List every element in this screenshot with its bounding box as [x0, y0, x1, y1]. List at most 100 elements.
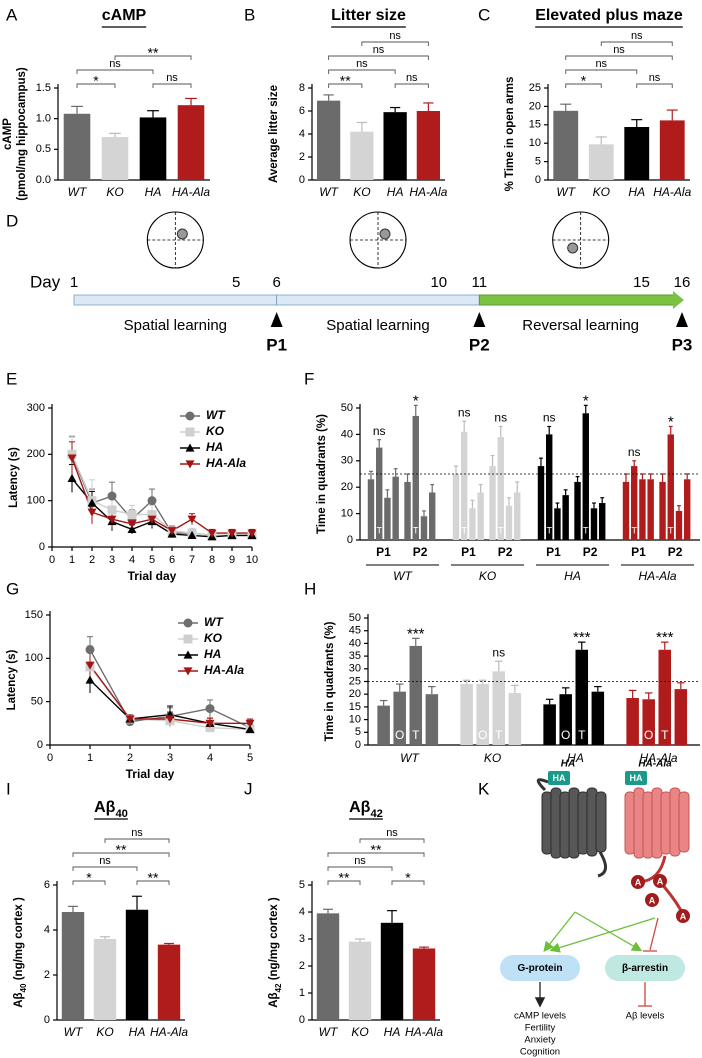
significance-label: ns: [166, 72, 178, 84]
subgroup-label: P2: [498, 545, 513, 559]
data-point: [107, 505, 117, 515]
x-tick-label: HA-Ala: [172, 185, 210, 199]
phase-label: Spatial learning: [124, 317, 227, 334]
phase-bar: [478, 294, 675, 306]
receptor-tail: [536, 778, 607, 878]
bar: [674, 689, 688, 745]
y-axis-label-part: 42: [274, 983, 283, 992]
bar-label: T: [461, 525, 467, 535]
bar: [590, 508, 598, 540]
x-tick-label: 0: [47, 752, 53, 764]
y-tick-label: 0: [39, 541, 45, 553]
significance-label: *: [413, 392, 419, 409]
receptor-label: HA: [561, 759, 575, 770]
data-point: [87, 508, 97, 517]
y-tick-label: 2: [299, 151, 305, 163]
x-tick-label: 9: [229, 554, 235, 566]
legend-marker: [183, 634, 193, 644]
bar-label: T: [661, 728, 669, 742]
y-tick-label: 0: [37, 739, 43, 751]
x-tick-label: 4: [129, 554, 135, 566]
y-tick-label: 50: [341, 402, 353, 414]
significance-label: **: [339, 870, 350, 886]
bar-label: T: [583, 525, 589, 535]
y-axis-label: Average litter size: [268, 85, 280, 183]
x-tick-label: 3: [167, 752, 173, 764]
y-axis-label-part: Aβ: [13, 992, 25, 1007]
output-label: Cognition: [520, 1047, 560, 1058]
output-label: Anxiety: [524, 1035, 555, 1046]
legend-marker: [185, 411, 195, 421]
subgroup-label: P1: [546, 545, 561, 559]
x-tick-label: WT: [556, 185, 576, 199]
group-label: HA: [567, 751, 584, 765]
ha-tag-label: HA: [630, 773, 643, 783]
panel-letter: K: [478, 779, 490, 798]
data-point: [205, 704, 215, 714]
bar-label: T: [668, 525, 674, 535]
bar: [642, 699, 655, 745]
y-tick-label: 4: [44, 924, 50, 936]
data-point: [205, 719, 215, 728]
y-tick-label: 25: [349, 675, 361, 687]
panel-letter: D: [6, 211, 18, 230]
panel-letter: J: [244, 779, 253, 798]
y-tick-label: 20: [349, 688, 361, 700]
data-point: [147, 510, 157, 520]
y-tick-label: 4: [299, 128, 305, 140]
y-tick-label: 20: [529, 100, 541, 112]
significance-label: *: [581, 73, 587, 89]
bar: [505, 505, 513, 540]
series-line: [71, 477, 252, 538]
panel-letter: C: [478, 5, 490, 24]
significance-bracket: [636, 83, 673, 88]
x-tick-label: HA-Ala: [653, 185, 691, 199]
y-axis-label: Time in quadrants (%): [324, 621, 336, 741]
panel-letter: A: [6, 5, 18, 24]
bar: [452, 474, 460, 540]
effector-label: β-arrestin: [622, 963, 668, 974]
bar: [639, 479, 646, 540]
x-tick-label: KO: [593, 185, 610, 199]
bar-label: T: [495, 728, 503, 742]
platform: [379, 228, 391, 240]
y-tick-label: 50: [349, 612, 361, 624]
probe-label: P1: [266, 335, 287, 354]
y-tick-label: 45: [349, 625, 361, 637]
output-label: cAMP levels: [514, 1011, 566, 1022]
bar: [377, 705, 390, 745]
y-tick-label: 0: [347, 534, 353, 546]
group-label: WT: [400, 751, 420, 765]
bar-label: T: [498, 525, 504, 535]
bar: [316, 100, 341, 180]
bar: [420, 516, 428, 540]
chart-title-part: 42: [370, 808, 382, 820]
significance-label: ns: [373, 44, 385, 56]
y-tick-label: 0.0: [36, 174, 51, 186]
data-point: [245, 719, 255, 728]
x-tick-label: WT: [319, 185, 339, 199]
bar: [489, 466, 496, 540]
probe-marker: [676, 312, 688, 327]
x-tick-label: KO: [96, 1025, 113, 1039]
phase-bar: [276, 294, 480, 306]
legend-label: WT: [204, 615, 224, 629]
subgroup-label: P1: [376, 545, 391, 559]
bar: [624, 127, 650, 180]
y-tick-label: 1.0: [36, 113, 51, 125]
phospho-sites: [631, 874, 690, 923]
group-label: HA-Ala: [639, 751, 677, 765]
bar: [574, 481, 581, 540]
significance-label: *: [86, 870, 92, 886]
bar: [553, 110, 579, 180]
data-point: [127, 524, 137, 533]
x-tick-label: HA: [387, 185, 404, 199]
significance-label: **: [116, 842, 127, 858]
y-axis-label-part: Aβ: [268, 992, 280, 1007]
significance-label: ns: [386, 827, 398, 839]
legend-label: KO: [206, 424, 225, 438]
chart-title: Elevated plus maze: [535, 7, 683, 24]
y-tick-label: 6: [44, 879, 50, 891]
data-point: [187, 515, 197, 524]
significance-label: ns: [389, 30, 401, 42]
